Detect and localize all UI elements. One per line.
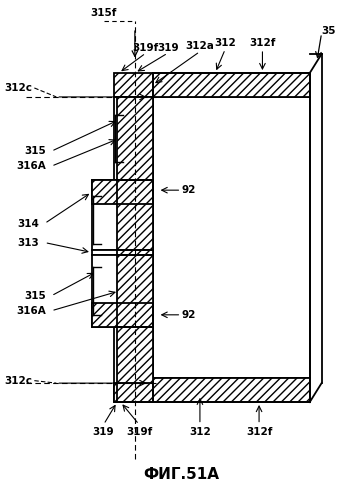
- Bar: [153, 73, 310, 97]
- Bar: [92, 250, 153, 255]
- Text: 35: 35: [322, 26, 336, 36]
- Text: 315: 315: [25, 146, 46, 156]
- Text: 312f: 312f: [249, 38, 276, 48]
- Bar: [92, 304, 153, 328]
- Bar: [117, 180, 153, 250]
- Bar: [117, 255, 153, 328]
- Bar: [114, 383, 153, 402]
- Text: 319f: 319f: [126, 427, 152, 437]
- Text: 316A: 316A: [16, 161, 46, 171]
- Text: 312: 312: [189, 427, 211, 437]
- Text: 319: 319: [93, 427, 114, 437]
- Bar: [117, 255, 153, 328]
- Text: 92: 92: [181, 310, 196, 320]
- Bar: [153, 73, 310, 402]
- Bar: [114, 328, 153, 402]
- Bar: [92, 180, 153, 250]
- Text: 314: 314: [18, 218, 39, 228]
- Bar: [153, 97, 310, 378]
- Bar: [114, 73, 153, 97]
- Text: 312a: 312a: [185, 40, 214, 50]
- Bar: [117, 250, 153, 255]
- Text: 316A: 316A: [16, 306, 46, 316]
- Bar: [92, 304, 153, 328]
- Bar: [117, 328, 153, 402]
- Text: 92: 92: [181, 185, 196, 195]
- Text: 312c: 312c: [5, 376, 33, 386]
- Text: 313: 313: [18, 238, 39, 248]
- Bar: [92, 180, 153, 204]
- Bar: [117, 250, 153, 255]
- Text: 312c: 312c: [5, 83, 33, 93]
- Bar: [117, 97, 153, 180]
- Text: ФИГ.51А: ФИГ.51А: [143, 467, 219, 482]
- Bar: [117, 97, 153, 180]
- Text: 312: 312: [214, 38, 236, 48]
- Text: 312f: 312f: [246, 427, 272, 437]
- Bar: [92, 255, 153, 328]
- Bar: [92, 180, 153, 204]
- Bar: [117, 180, 153, 250]
- Bar: [117, 328, 153, 402]
- Bar: [114, 97, 153, 180]
- Text: 315f: 315f: [91, 8, 117, 18]
- Bar: [114, 383, 153, 402]
- Text: 319f: 319f: [133, 43, 159, 53]
- Text: 319: 319: [157, 43, 179, 53]
- Bar: [153, 378, 310, 402]
- Text: 315: 315: [25, 291, 46, 301]
